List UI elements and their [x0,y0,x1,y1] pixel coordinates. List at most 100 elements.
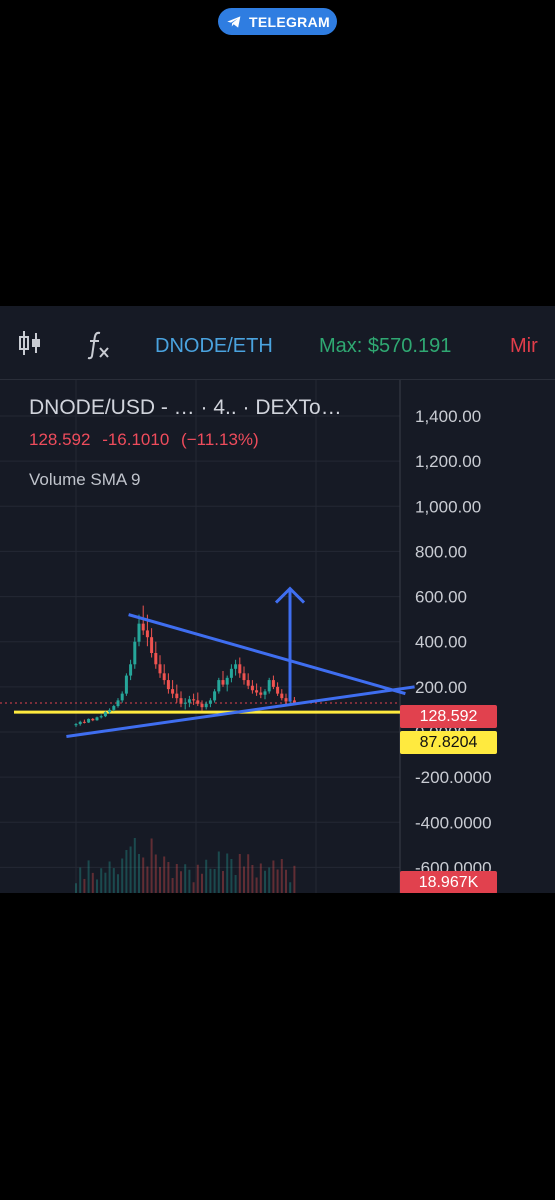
fx-icon[interactable] [86,330,112,360]
volume-bar [104,872,107,893]
candle-body [162,673,166,681]
volume-bar [117,874,119,893]
volume-bar [226,853,229,893]
volume-bar [289,882,292,893]
candle-body [171,689,175,694]
volume-bar [268,867,271,893]
volume-bar [75,883,77,893]
volume-bar [79,867,82,893]
last-price-badge: 128.592 [400,705,497,728]
volume-bar [213,869,216,893]
y-tick-label: 600.00 [415,588,467,607]
volume-bar [205,859,208,893]
volume-bar [159,867,161,893]
candle-body [103,712,107,717]
candle-body [108,709,112,713]
volume-bar [276,869,279,893]
candle-body [133,641,137,665]
chart-toolbar: DNODE/ETH Max: $570.191 Mir [0,306,555,380]
candle-body [78,721,82,725]
candle-body [280,693,284,699]
candle-body [87,718,91,723]
volume-bar [243,866,245,893]
volume-bar [175,864,178,893]
volume-badge: 18.967K [400,871,497,893]
pair-selector[interactable]: DNODE/ETH [155,335,273,357]
chart-panel: DNODE/ETH Max: $570.191 Mir 1,400.00 1,20… [0,306,555,893]
price-change-pct: (−11.13%) [181,430,259,449]
volume-bar [142,857,145,893]
candle-body [196,700,200,704]
candle-body [124,675,128,694]
volume-bar [91,872,94,893]
volume-bar [238,854,241,893]
volume-bar [247,854,250,893]
candle-body [187,699,191,703]
volume-bar [112,868,115,893]
candle-body [91,718,95,721]
volume-bar [188,869,191,893]
volume-bar [125,850,128,893]
candle-body [200,703,204,708]
volume-bar [234,875,237,893]
volume-bar [192,882,195,893]
candle-body [213,691,217,701]
candle-body [292,700,296,704]
candle-body [179,698,183,704]
y-tick-label: 1,000.00 [415,497,481,516]
candle-body [204,703,208,708]
telegram-icon [227,15,241,28]
candle-body [150,637,154,653]
telegram-label: TELEGRAM [249,13,330,30]
price-quote: 128.592 -16.1010 (−11.13%) [29,430,342,450]
candle-body [129,664,133,676]
price-chart[interactable]: 1,400.00 1,200.00 1,000.00 800.00 600.00 400.… [0,380,555,893]
candle-body [271,680,275,687]
volume-bar [100,868,103,893]
candle-body [234,664,238,669]
volume-bar [251,865,254,893]
symbol-title[interactable]: DNODE/USD - … · 4.. · DEXTo… [29,396,342,419]
candle-body [183,702,187,704]
telegram-banner[interactable]: TELEGRAM [218,8,337,35]
candle-body [246,680,250,686]
volume-bar [230,859,233,893]
last-price: 128.592 [29,430,91,449]
y-tick-label: -400.0000 [415,813,492,832]
volume-bar [280,859,283,893]
candle-body [141,623,145,631]
candle-body [120,693,124,701]
candle-body [112,706,116,710]
candle-body [267,680,271,692]
breakout-arrow-head [274,586,306,604]
y-tick-label: -200.0000 [415,768,492,787]
volume-indicator-label[interactable]: Volume SMA 9 [29,470,141,489]
volume-bar [154,854,157,893]
candle-body [284,698,288,702]
candles-icon[interactable] [18,330,42,356]
volume-bar [150,838,153,893]
volume-bar [146,866,149,893]
candle-body [221,680,225,685]
candle-body [263,691,267,695]
volume-bar [133,838,136,893]
volume-bar [138,854,140,893]
candle-body [238,664,242,674]
volume-bar [293,865,296,893]
candle-body [116,700,120,707]
volume-bar [180,871,182,893]
candle-body [250,685,254,691]
candle-body [208,700,212,704]
y-tick-label: 200.00 [415,678,467,697]
volume-bar [201,873,203,893]
volume-bar [259,863,262,893]
volume-bar [184,864,187,893]
volume-bar [196,864,199,893]
volume-bar [272,860,275,893]
volume-bar [163,856,166,893]
support-level-badge: 87.8204 [400,731,497,754]
volume-bar [285,869,287,893]
volume-bar [167,862,170,893]
volume-bar [108,861,111,893]
candle-body [99,716,103,718]
